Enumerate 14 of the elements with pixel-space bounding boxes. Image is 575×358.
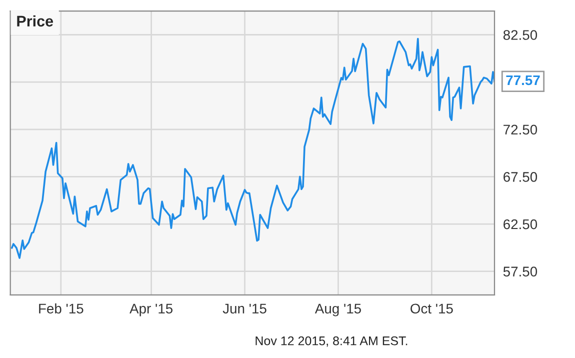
line-series xyxy=(10,38,494,259)
chart-title: Price xyxy=(17,15,54,27)
x-tick-label: Oct '15 xyxy=(410,304,453,314)
y-tick-label: 62.50 xyxy=(504,219,538,230)
y-tick-label: 67.50 xyxy=(504,172,538,182)
text: Nov 12 2015, 8:41 AM EST. xyxy=(256,336,408,347)
y-tick-label: 82.50 xyxy=(503,30,538,40)
x-tick-label: Aug '15 xyxy=(314,304,361,316)
x-tick-label: Apr '15 xyxy=(130,304,173,316)
x-tick-label: Feb '15 xyxy=(39,303,84,314)
y-tick-label: 57.50 xyxy=(503,266,538,277)
annotation: 77.57 xyxy=(506,75,540,86)
x-tick-label: Jun '15 xyxy=(222,304,266,314)
y-tick-label: 72.50 xyxy=(504,124,538,135)
